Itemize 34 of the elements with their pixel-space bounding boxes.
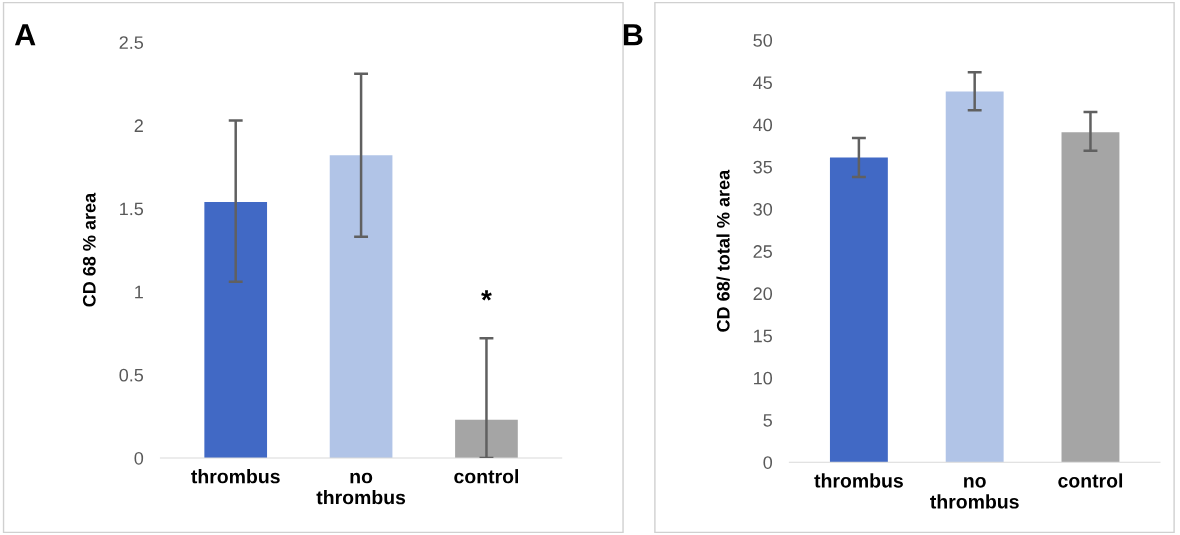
text: B: [623, 24, 643, 46]
y-tick-label: 25: [753, 245, 772, 258]
y-tick-label: 40: [753, 118, 773, 132]
bar: [329, 155, 393, 458]
y-tick-label: 10: [754, 371, 773, 385]
y-tick-label: 30: [753, 202, 773, 216]
y-tick-label: 50: [753, 34, 773, 47]
y-tick-label: 35: [753, 160, 772, 174]
bar: [1061, 132, 1120, 463]
x-tick-label: no thrombus: [930, 476, 1019, 509]
x-tick-label: no thrombus: [316, 472, 406, 505]
bar: [204, 201, 268, 458]
y-tick-label: 2: [134, 119, 143, 132]
y-axis-title: CD 68 % area: [82, 192, 96, 307]
y-tick-label: 0: [134, 451, 144, 465]
y-tick-label: 1.5: [120, 202, 144, 216]
y-tick-label: 0.5: [119, 368, 144, 382]
x-tick-label: thrombus: [814, 473, 903, 488]
text: A: [14, 24, 36, 46]
bar: [455, 419, 518, 458]
bar: [945, 91, 1004, 463]
x-tick-label: control: [454, 469, 519, 484]
y-axis-title: CD 68/ total % area: [716, 169, 730, 332]
y-tick-label: 0: [763, 456, 773, 469]
y-tick-label: 1: [135, 285, 143, 299]
y-tick-label: 15: [754, 329, 772, 343]
x-tick-label: control: [1058, 473, 1123, 488]
y-tick-label: 20: [753, 287, 773, 301]
x-tick-label: thrombus: [191, 469, 280, 484]
y-tick-label: 45: [753, 76, 772, 90]
y-tick-label: 2.5: [119, 36, 144, 49]
y-tick-label: 5: [763, 414, 772, 427]
annotation: *: [481, 290, 492, 301]
bar: [829, 157, 888, 463]
